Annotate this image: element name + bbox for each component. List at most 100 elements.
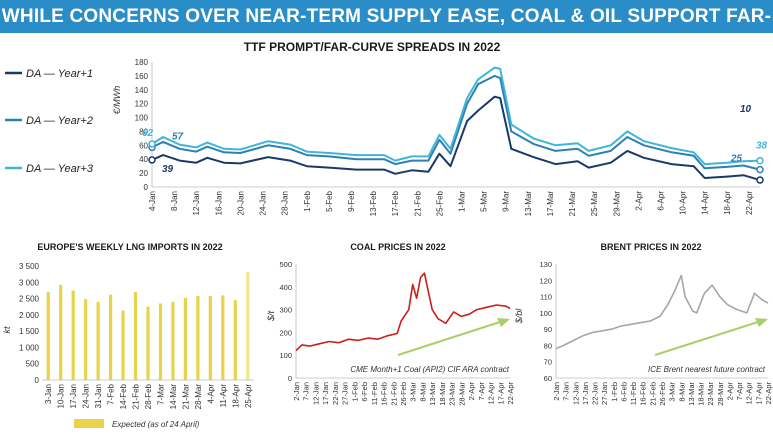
brent-x-tick-label: 12-Apr [745,382,754,405]
lng-bar-expected [246,271,250,380]
brent-x-tick-label: 21-Feb [648,382,657,406]
brent-x-tick-label: 2-Jan [552,382,561,401]
brent-x-tick-label: 27-Jan [600,382,609,405]
ttf-x-tick-label: 10-Apr [679,191,688,215]
brent-x-tick-label: 17-Apr [754,382,763,405]
ttf-x-tick-label: 5-Feb [325,190,334,211]
brent-x-tick-label: 7-Apr [735,382,744,401]
ttf-y-axis-label: €/MWh [112,86,122,115]
brent-series-line [555,274,769,350]
lng-bar [233,300,237,380]
ttf-series [151,66,761,182]
lng-x-tick-label: 3-Jan [44,384,53,404]
ttf-y-tick-label: 160 [135,72,149,81]
lng-bars [46,271,250,380]
ttf-series-line [151,66,761,166]
lng-legend-swatch [74,419,104,428]
ttf-chart-title: TTF PROMPT/FAR-CURVE SPREADS IN 2022 [244,40,501,54]
ttf-y-tick-label: 80 [139,127,148,136]
brent-x-tick-label: 2-Apr [725,382,734,401]
lng-y-tick-label: 500 [26,360,40,369]
brent-chart-title: BRENT PRICES IN 2022 [600,242,701,252]
brent-x-tick-label: 17-Jan [581,382,590,405]
ttf-x-tick-label: 9-Feb [347,190,356,211]
brent-series [555,274,769,350]
lng-x-tick-label: 21-Feb [132,383,141,409]
ttf-y-tick-label: 0 [144,183,149,192]
ttf-legend-label: DA — Year+3 [26,163,94,175]
ttf-chart: TTF PROMPT/FAR-CURVE SPREADS IN 2022 €/M… [5,40,768,216]
coal-chart-title: COAL PRICES IN 2022 [350,242,445,252]
brent-y-axis-label: $/bl [514,308,524,325]
lng-bar [146,306,150,380]
lng-bar [171,301,175,380]
lng-x-tick-label: 11-Apr [219,384,228,408]
ttf-x-tick-label: 28-Jan [281,191,290,215]
lng-x-tick-label: 10-Jan [57,384,66,408]
coal-x-tick-label: 2-Jan [292,382,301,401]
ttf-end-marker [756,156,764,165]
brent-x-tick-label: 22-Apr [764,382,773,405]
lng-x-tick-label: 14-Feb [119,383,128,409]
coal-x-axis: 2-Jan 7-Jan 12-Jan 17-Jan 22-Jan 27-Jan 1-Feb 6… [292,377,515,406]
coal-x-tick-label: 26-Feb [399,382,408,406]
lng-x-tick-label: 7-Feb [107,383,116,404]
coal-x-tick-label: 23-Mar [448,382,457,406]
lng-bar [84,299,88,380]
ttf-x-tick-label: 21-Feb [413,190,422,216]
brent-y-tick-label: 120 [539,276,552,285]
ttf-y-tick-label: 20 [139,169,148,178]
coal-x-tick-label: 2-Apr [467,382,476,401]
coal-x-tick-label: 22-Jan [331,382,340,405]
coal-x-tick-label: 11-Feb [370,382,379,405]
lng-bar [133,292,138,380]
ttf-x-tick-label: 4-Jan [148,191,157,211]
lng-y-axis: 0 500 1 000 1 500 2 000 2 500 3 000 3 500 [19,262,40,385]
ttf-end-marker [756,165,764,174]
brent-x-tick-label: 13-Mar [687,382,696,406]
coal-x-tick-label: 27-Jan [341,382,350,405]
ttf-x-tick-label: 20-Jan [236,191,245,215]
lng-y-tick-label: 2 500 [19,295,40,304]
lng-bar [121,310,125,380]
brent-y-tick-label: 70 [544,358,552,367]
coal-trend-arrow-head [497,318,510,327]
brent-trend-arrow-line [654,321,759,356]
brent-x-tick-label: 28-Mar [716,382,725,406]
coal-x-tick-label: 28-Mar [457,382,466,406]
lng-chart: EUROPE'S WEEKLY LNG IMPORTS IN 2022 kt 0… [2,242,254,429]
ttf-x-tick-label: 14-Apr [701,191,710,215]
lng-bar [158,303,163,380]
coal-y-axis-label: $/t [266,311,276,323]
ttf-x-tick-label: 18-Apr [723,191,732,215]
brent-y-tick-label: 100 [539,309,552,318]
ttf-legend: DA — Year+1 DA — Year+2 DA — Year+3 [5,68,94,175]
ttf-x-tick-label: 17-Mar [546,191,555,217]
coal-trend-arrow-line [397,321,501,356]
coal-series-line [295,272,511,352]
ttf-x-tick-label: 16-Jan [214,191,223,215]
ttf-series-line [151,95,761,182]
brent-x-tick-label: 11-Feb [629,382,638,405]
lng-x-tick-label: 17-Jan [69,384,78,408]
coal-x-tick-label: 22-Apr [506,382,515,405]
ttf-data-label: 38 [756,141,768,152]
lng-y-tick-label: 3 000 [19,278,40,287]
ttf-x-tick-label: 29-Mar [612,191,621,217]
brent-x-axis: 2-Jan 7-Jan 12-Jan 17-Jan 22-Jan 27-Jan 1-Feb 6… [552,377,773,406]
ttf-x-tick-label: 24-Jan [259,191,268,215]
ttf-annotations: 62 57 39 10 25 38 [142,104,768,184]
brent-trend-arrow-head [755,318,768,327]
ttf-y-tick-label: 140 [135,86,149,95]
brent-x-tick-label: 3-Mar [668,382,677,402]
brent-chart: BRENT PRICES IN 2022 $/bl 60 70 80 90 100 110… [514,242,773,406]
lng-y-tick-label: 3 500 [19,262,40,271]
coal-x-tick-label: 8-Mar [418,382,427,402]
ttf-end-marker [148,156,156,164]
coal-series [295,272,511,352]
coal-x-tick-label: 13-Mar [428,382,437,406]
brent-y-axis: 60 70 80 90 100 110 120 130 [539,260,557,383]
lng-x-tick-label: 31-Jan [94,384,103,408]
ttf-data-label: 57 [172,131,184,142]
